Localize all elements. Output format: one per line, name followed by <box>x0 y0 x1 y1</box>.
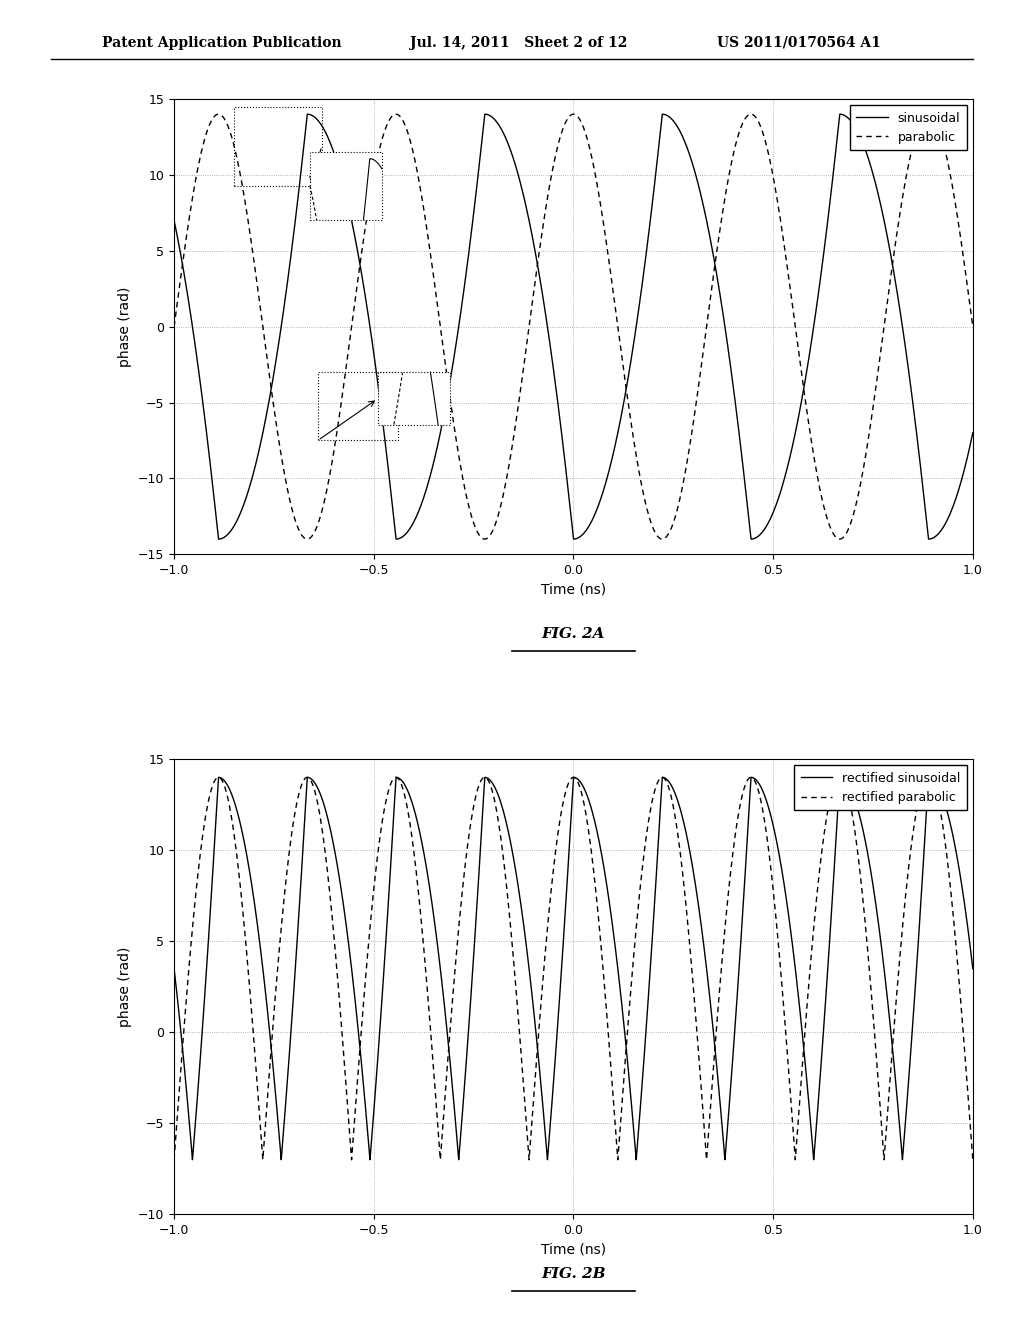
rectified parabolic <box>201 952 213 968</box>
Line: parabolic: parabolic <box>174 114 973 539</box>
parabolic <box>925 531 937 546</box>
rectified sinusoidal <box>172 1104 184 1119</box>
Bar <box>310 152 382 220</box>
Text: FIG. 2A: FIG. 2A <box>542 627 605 642</box>
Bar <box>378 372 450 425</box>
sinusoidal <box>168 318 180 334</box>
sinusoidal <box>172 292 184 308</box>
Legend: sinusoidal, parabolic: sinusoidal, parabolic <box>850 106 967 150</box>
rectified parabolic <box>212 770 224 785</box>
rectified parabolic <box>172 993 184 1008</box>
sinusoidal <box>216 108 228 124</box>
Text: Jul. 14, 2011   Sheet 2 of 12: Jul. 14, 2011 Sheet 2 of 12 <box>410 36 627 50</box>
sinusoidal <box>301 531 313 546</box>
X-axis label: Time (ns): Time (ns) <box>541 1242 606 1257</box>
parabolic <box>325 136 337 152</box>
rectified parabolic <box>216 771 228 787</box>
parabolic <box>216 531 228 546</box>
sinusoidal <box>925 107 937 123</box>
Text: US 2011/0170564 A1: US 2011/0170564 A1 <box>717 36 881 50</box>
Bar <box>317 372 397 441</box>
Bar <box>233 107 322 186</box>
parabolic <box>558 451 570 467</box>
parabolic <box>301 106 313 121</box>
rectified sinusoidal <box>345 1152 357 1168</box>
parabolic <box>212 531 224 546</box>
rectified sinusoidal <box>216 772 228 788</box>
Y-axis label: phase (rad): phase (rad) <box>119 946 132 1027</box>
rectified parabolic <box>925 770 937 785</box>
rectified sinusoidal <box>212 770 224 785</box>
parabolic <box>201 430 213 446</box>
sinusoidal <box>325 461 337 477</box>
rectified parabolic <box>967 961 979 977</box>
sinusoidal <box>967 318 979 334</box>
Legend: rectified sinusoidal, rectified parabolic: rectified sinusoidal, rectified paraboli… <box>795 766 967 810</box>
rectified sinusoidal <box>967 1152 979 1168</box>
Text: Patent Application Publication: Patent Application Publication <box>102 36 342 50</box>
X-axis label: Time (ns): Time (ns) <box>541 582 606 597</box>
Line: rectified sinusoidal: rectified sinusoidal <box>174 777 973 1160</box>
parabolic <box>967 425 979 441</box>
Line: sinusoidal: sinusoidal <box>174 114 973 539</box>
rectified parabolic <box>325 824 337 840</box>
sinusoidal <box>212 106 224 121</box>
Y-axis label: phase (rad): phase (rad) <box>119 286 132 367</box>
rectified parabolic <box>558 913 570 929</box>
parabolic <box>172 231 184 247</box>
rectified parabolic <box>168 961 180 977</box>
rectified sinusoidal <box>201 800 213 816</box>
sinusoidal <box>201 123 213 139</box>
Text: FIG. 2B: FIG. 2B <box>542 1267 605 1282</box>
Line: rectified parabolic: rectified parabolic <box>174 777 973 1160</box>
sinusoidal <box>558 116 570 132</box>
rectified parabolic <box>630 1152 642 1168</box>
rectified sinusoidal <box>558 788 570 804</box>
parabolic <box>168 213 180 228</box>
rectified sinusoidal <box>325 895 337 911</box>
rectified sinusoidal <box>925 771 937 787</box>
rectified sinusoidal <box>168 1152 180 1168</box>
